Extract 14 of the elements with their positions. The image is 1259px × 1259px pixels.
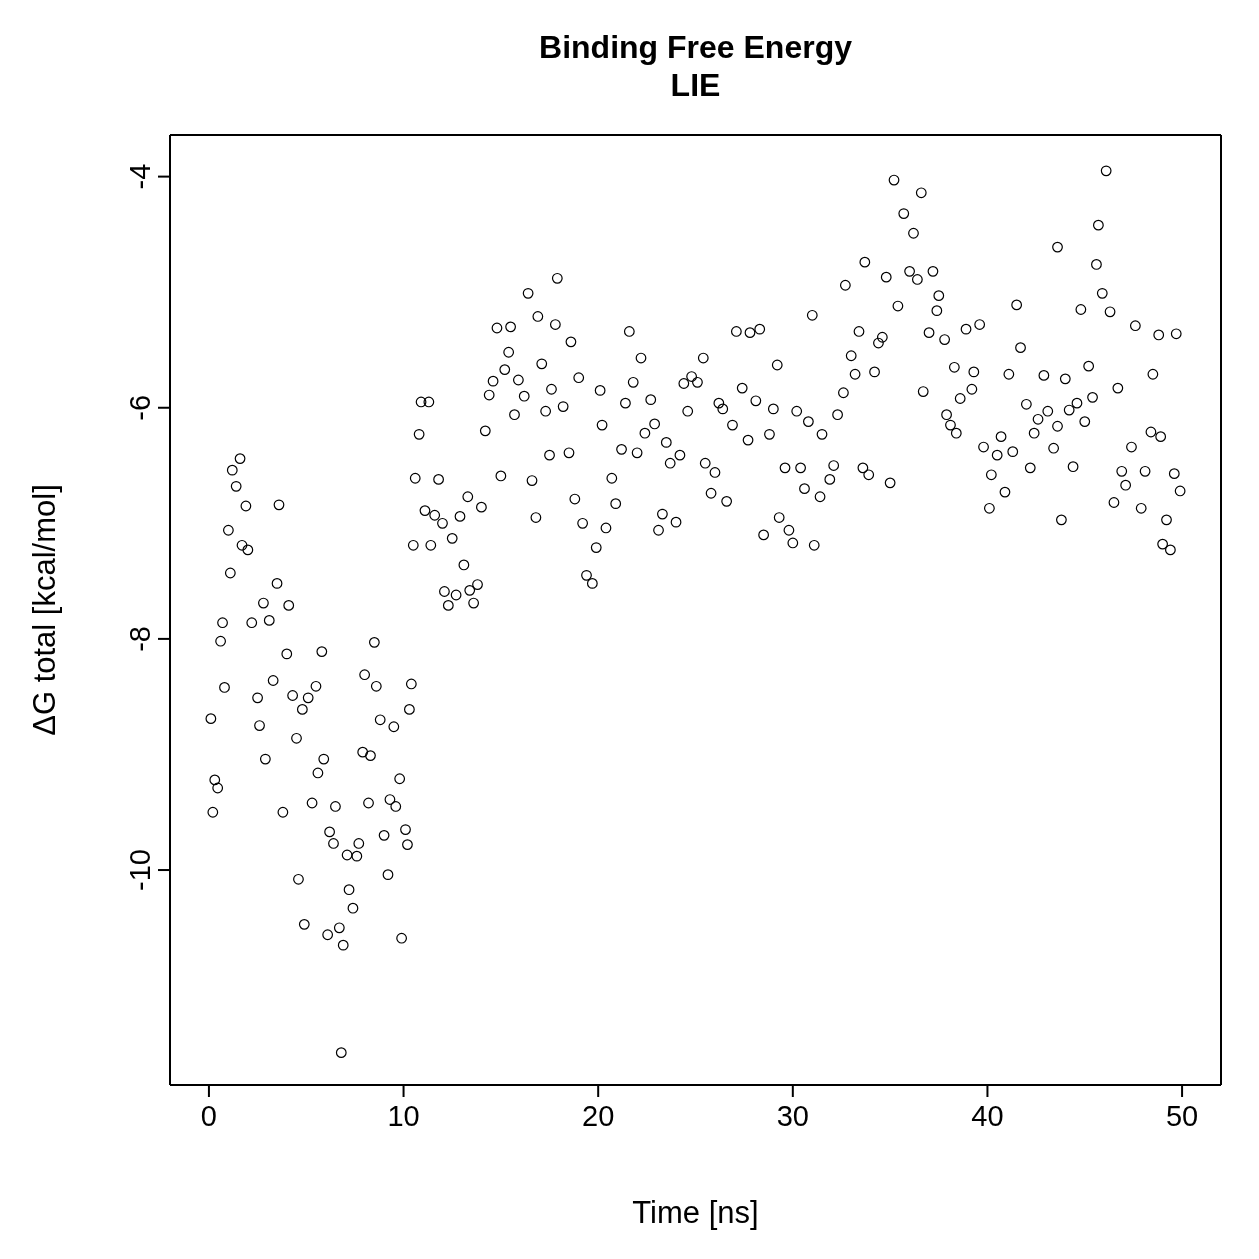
y-tick-label: -6 — [124, 394, 156, 421]
x-axis-title: Time [ns] — [632, 1195, 759, 1230]
chart-subtitle: LIE — [669, 66, 722, 104]
x-tick-label: 30 — [776, 1099, 809, 1132]
x-tick-label: 0 — [200, 1099, 217, 1132]
y-tick-label: -4 — [124, 163, 156, 190]
x-tick-label: 20 — [582, 1099, 615, 1132]
y-axis-title: ΔG total [kcal/mol] — [27, 484, 63, 736]
chart-title: Binding Free Energy — [538, 28, 853, 66]
x-tick-label: 40 — [971, 1099, 1004, 1132]
x-tick-label: 10 — [387, 1099, 420, 1132]
y-tick-label: -8 — [124, 625, 156, 652]
y-tick-label: -10 — [124, 849, 156, 891]
x-tick-label: 50 — [1165, 1099, 1199, 1132]
